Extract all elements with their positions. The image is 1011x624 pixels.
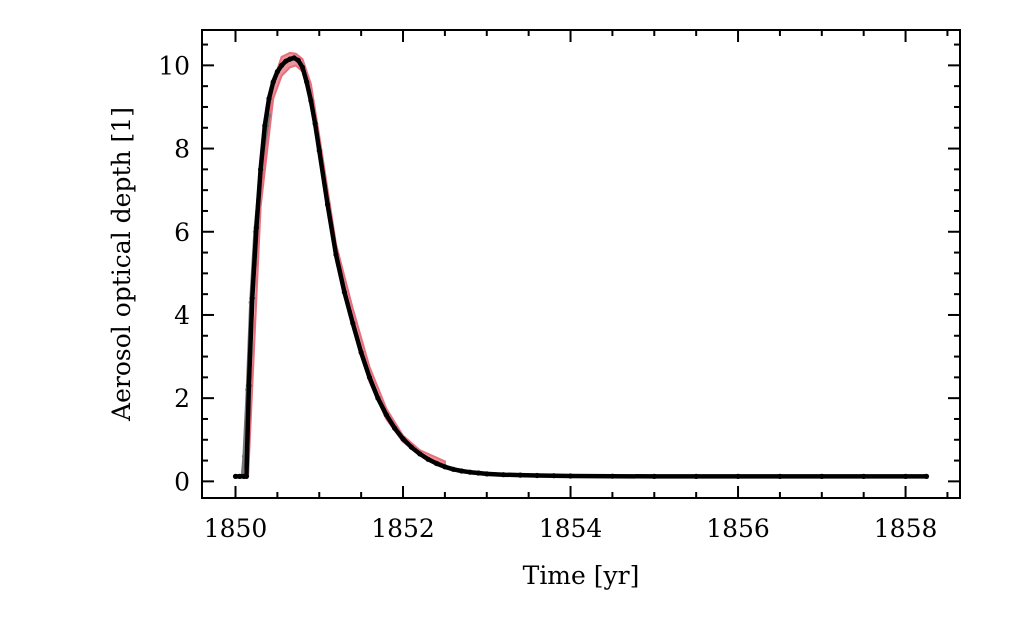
data-point bbox=[551, 473, 557, 479]
data-point bbox=[417, 451, 423, 457]
data-point bbox=[651, 473, 657, 479]
data-point bbox=[258, 166, 264, 172]
data-point bbox=[274, 69, 280, 75]
data-point bbox=[534, 472, 540, 479]
y-tick-label: 4 bbox=[174, 301, 190, 330]
data-point bbox=[693, 473, 699, 479]
data-point bbox=[517, 472, 523, 478]
data-point bbox=[350, 320, 356, 326]
data-point bbox=[237, 473, 243, 479]
data-point bbox=[262, 123, 268, 129]
data-point bbox=[777, 473, 783, 479]
data-point bbox=[366, 374, 373, 380]
data-point bbox=[400, 436, 406, 442]
data-point bbox=[246, 383, 252, 389]
data-point bbox=[243, 473, 249, 479]
y-tick-label: 2 bbox=[174, 384, 190, 413]
data-point bbox=[283, 58, 289, 64]
data-point bbox=[450, 466, 456, 472]
x-tick-label: 1852 bbox=[371, 514, 435, 543]
data-point bbox=[308, 98, 314, 104]
data-point bbox=[923, 473, 930, 479]
data-point bbox=[500, 472, 507, 478]
data-point bbox=[232, 473, 239, 479]
data-point bbox=[304, 79, 310, 85]
y-tick-label: 10 bbox=[158, 51, 190, 80]
data-point bbox=[819, 473, 825, 479]
data-point bbox=[325, 202, 331, 208]
data-point bbox=[433, 460, 440, 467]
x-tick-label: 1858 bbox=[874, 514, 938, 543]
data-point bbox=[442, 464, 448, 470]
data-point bbox=[475, 470, 481, 476]
data-point bbox=[295, 57, 301, 64]
data-point bbox=[861, 473, 867, 479]
data-point bbox=[333, 252, 339, 258]
x-tick-label: 1850 bbox=[204, 514, 268, 543]
data-point bbox=[358, 349, 364, 355]
data-point bbox=[567, 473, 574, 479]
data-point bbox=[316, 148, 322, 154]
y-axis-title: Aerosol optical depth [1] bbox=[107, 107, 136, 422]
data-point bbox=[266, 96, 272, 102]
data-point bbox=[467, 469, 473, 475]
data-point bbox=[392, 425, 398, 431]
data-point bbox=[375, 395, 381, 401]
data-point bbox=[270, 79, 276, 85]
data-point bbox=[459, 468, 465, 474]
x-axis-title: Time [yr] bbox=[523, 561, 640, 590]
data-point bbox=[735, 473, 741, 479]
data-point bbox=[341, 289, 347, 295]
data-point bbox=[291, 55, 297, 61]
data-point bbox=[312, 121, 318, 127]
plot-frame bbox=[201, 29, 961, 499]
data-point bbox=[299, 64, 306, 70]
x-tick-label: 1856 bbox=[706, 514, 770, 543]
x-tick-label: 1854 bbox=[539, 514, 603, 543]
data-point bbox=[253, 225, 259, 231]
data-point bbox=[287, 56, 293, 62]
y-tick-label: 0 bbox=[174, 467, 190, 496]
axis-ticks bbox=[202, 30, 960, 498]
axis-tick-labels: 1850 1852 1854 1856 1858 0 2 4 6 8 10 bbox=[158, 51, 937, 543]
y-tick-label: 6 bbox=[174, 218, 190, 247]
data-point bbox=[903, 473, 909, 479]
data-point bbox=[425, 456, 431, 462]
series-envelope bbox=[239, 51, 446, 478]
data-point bbox=[609, 473, 616, 479]
plot-series bbox=[232, 51, 930, 479]
y-tick-label: 8 bbox=[174, 135, 190, 164]
data-point bbox=[408, 444, 414, 450]
series-line-2 bbox=[233, 55, 929, 479]
data-point bbox=[484, 471, 490, 477]
data-point bbox=[279, 62, 285, 68]
data-point bbox=[249, 295, 255, 301]
data-point bbox=[383, 412, 389, 418]
